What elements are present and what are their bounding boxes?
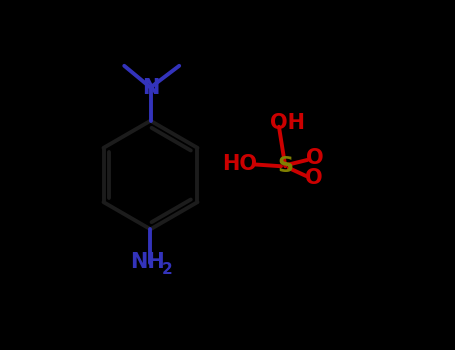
Text: O: O (305, 168, 323, 188)
Text: 2: 2 (162, 262, 173, 277)
Text: S: S (277, 156, 293, 176)
Text: OH: OH (270, 113, 305, 133)
Text: N: N (142, 77, 159, 98)
Text: HO: HO (222, 154, 257, 175)
Text: O: O (306, 148, 324, 168)
Text: NH: NH (130, 252, 165, 273)
